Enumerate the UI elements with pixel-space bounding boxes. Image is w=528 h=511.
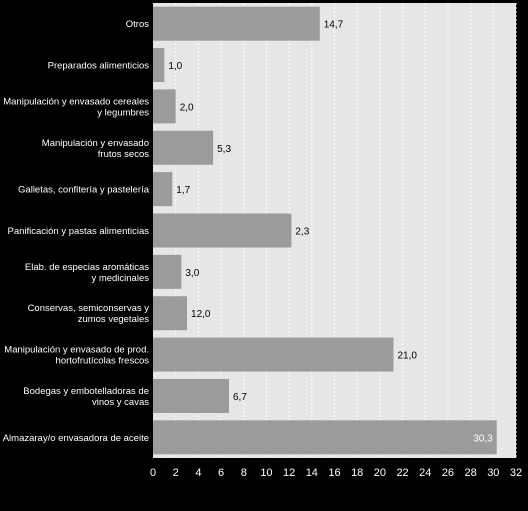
bar: [153, 6, 320, 41]
x-tick-label: 0: [150, 467, 156, 479]
data-label: 5,3: [217, 144, 231, 155]
x-tick-label: 4: [195, 467, 201, 479]
data-label: 21,0: [397, 351, 417, 362]
x-tick-label: 22: [396, 467, 408, 479]
data-label: 2,0: [180, 102, 194, 113]
data-label: 3,0: [185, 268, 199, 279]
x-tick-label: 8: [241, 467, 247, 479]
category-label: Manipulación y envasado frutos secos: [42, 138, 149, 160]
x-tick-label: 20: [374, 467, 386, 479]
category-label: Conservas, semiconservas y zumos vegetale…: [28, 303, 150, 325]
category-label: Manipulación y envasado de prod. hortofru…: [4, 345, 149, 367]
bar: [153, 337, 394, 372]
bar: [153, 420, 497, 455]
x-tick-label: 12: [283, 467, 295, 479]
bar: [153, 254, 182, 289]
data-label: 14,7: [324, 20, 344, 31]
x-tick-label: 30: [487, 467, 499, 479]
category-label: Bodegas y embotelladoras de vinos y cavas: [23, 386, 149, 408]
data-label: 1,7: [176, 185, 190, 196]
data-label: 12,0: [191, 309, 211, 320]
x-tick-label: 10: [260, 467, 272, 479]
x-tick-label: 16: [328, 467, 340, 479]
bar: [153, 296, 188, 331]
data-label: 1,0: [168, 61, 182, 72]
x-tick-label: 28: [465, 467, 477, 479]
category-label: Elab. de especias aromáticas y medicinale…: [25, 262, 149, 284]
x-tick-label: 18: [351, 467, 363, 479]
x-tick-label: 32: [510, 467, 522, 479]
x-tick-label: 6: [218, 467, 224, 479]
bar: [153, 378, 230, 413]
bar: [153, 89, 176, 124]
x-tick-label: 14: [306, 467, 318, 479]
bar: [153, 172, 173, 207]
data-label: 30,3: [473, 433, 493, 444]
category-label: Preparados alimenticios: [48, 61, 150, 72]
category-label: Otros: [126, 19, 149, 30]
x-tick-label: 24: [419, 467, 431, 479]
x-tick-label: 26: [442, 467, 454, 479]
category-label: Galletas, confitería y pastelería: [18, 185, 150, 196]
bar: [153, 213, 292, 248]
bar: [153, 48, 165, 83]
category-label: Almazaray/o envasadora de aceite: [3, 433, 149, 444]
bar: [153, 130, 214, 165]
category-label: Panificación y pastas alimenticias: [7, 226, 149, 237]
category-label: Manipulación y envasado cereales y legumb…: [3, 96, 149, 118]
data-label: 6,7: [233, 392, 247, 403]
x-tick-label: 2: [173, 467, 179, 479]
data-label: 2,3: [295, 227, 309, 238]
